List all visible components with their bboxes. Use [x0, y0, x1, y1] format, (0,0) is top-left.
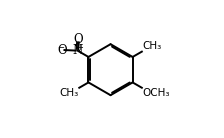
- Text: OCH₃: OCH₃: [142, 88, 170, 98]
- Text: N: N: [72, 44, 83, 57]
- Text: +: +: [77, 43, 84, 52]
- Text: −: −: [57, 43, 64, 52]
- Text: O: O: [73, 33, 83, 47]
- Text: CH₃: CH₃: [142, 41, 162, 51]
- Text: CH₃: CH₃: [60, 88, 79, 98]
- Text: O: O: [58, 43, 67, 57]
